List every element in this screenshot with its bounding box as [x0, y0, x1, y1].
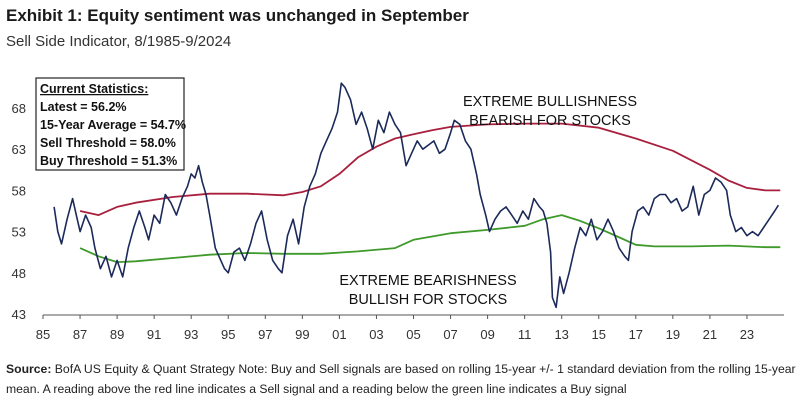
chart-area: 85 87 89 91 93 95 97 99 01 03 05 07 09 11 13 15 17 19 21 23…: [12, 77, 784, 342]
x-tick-label: 07: [443, 327, 457, 342]
chart-title: Exhibit 1: Equity sentiment was unchange…: [6, 6, 469, 25]
y-tick-label: 43: [12, 307, 26, 322]
buy-threshold-line: [79, 214, 781, 263]
annotation-extreme-bullishness: EXTREME BULLISHNESS: [463, 94, 637, 110]
axes: 85 87 89 91 93 95 97 99 01 03 05 07 09 11 13 15 17 19 21 23…: [12, 101, 784, 342]
x-tick-label: 99: [295, 327, 309, 342]
x-tick-label: 01: [332, 327, 346, 342]
x-tick-label: 93: [184, 327, 198, 342]
x-tick-label: 97: [258, 327, 272, 342]
x-tick-label: 13: [554, 327, 568, 342]
x-tick-label: 91: [147, 327, 161, 342]
x-tick-label: 05: [406, 327, 420, 342]
x-tick-label: 19: [666, 327, 680, 342]
y-tick-label: 53: [12, 225, 26, 240]
annotation-bearish-for-stocks: BEARISH FOR STOCKS: [469, 113, 631, 129]
sell-threshold-line: [79, 122, 781, 216]
y-tick-label: 63: [12, 142, 26, 157]
annotation-extreme-bearishness: EXTREME BEARISHNESS: [339, 273, 516, 289]
x-tick-label: 95: [221, 327, 235, 342]
x-tick-label: 09: [480, 327, 494, 342]
source-label: Source:: [6, 362, 52, 376]
stats-sell-threshold: Sell Threshold = 58.0%: [40, 136, 176, 150]
source-text: BofA US Equity & Quant Strategy Note: Bu…: [6, 362, 796, 396]
y-tick-label: 58: [12, 183, 26, 198]
x-tick-label: 21: [703, 327, 717, 342]
x-tick-label: 89: [110, 327, 124, 342]
x-tick-label: 11: [518, 327, 532, 342]
chart-subtitle: Sell Side Indicator, 8/1985-9/2024: [6, 33, 232, 50]
x-tick-label: 23: [740, 327, 754, 342]
stats-box-frame: [35, 77, 185, 171]
stats-heading: Current Statistics:: [40, 82, 148, 96]
stats-box: Current Statistics: Latest = 56.2% 15-Ye…: [35, 77, 186, 171]
source-note: Source: BofA US Equity & Quant Strategy …: [6, 359, 796, 399]
x-tick-label: 17: [629, 327, 643, 342]
x-tick-label: 85: [36, 327, 50, 342]
y-tick-label: 48: [12, 266, 26, 281]
x-tick-label: 15: [592, 327, 606, 342]
stats-buy-threshold: Buy Threshold = 51.3%: [40, 154, 177, 168]
stats-latest: Latest = 56.2%: [40, 100, 127, 114]
stats-average: 15-Year Average = 54.7%: [40, 118, 186, 132]
x-tick-label: 03: [369, 327, 383, 342]
annotation-bullish-for-stocks: BULLISH FOR STOCKS: [349, 292, 507, 308]
series-lines: [53, 82, 781, 309]
sell-side-indicator-line: [53, 82, 780, 309]
x-tick-label: 87: [73, 327, 87, 342]
y-tick-label: 68: [12, 101, 26, 116]
